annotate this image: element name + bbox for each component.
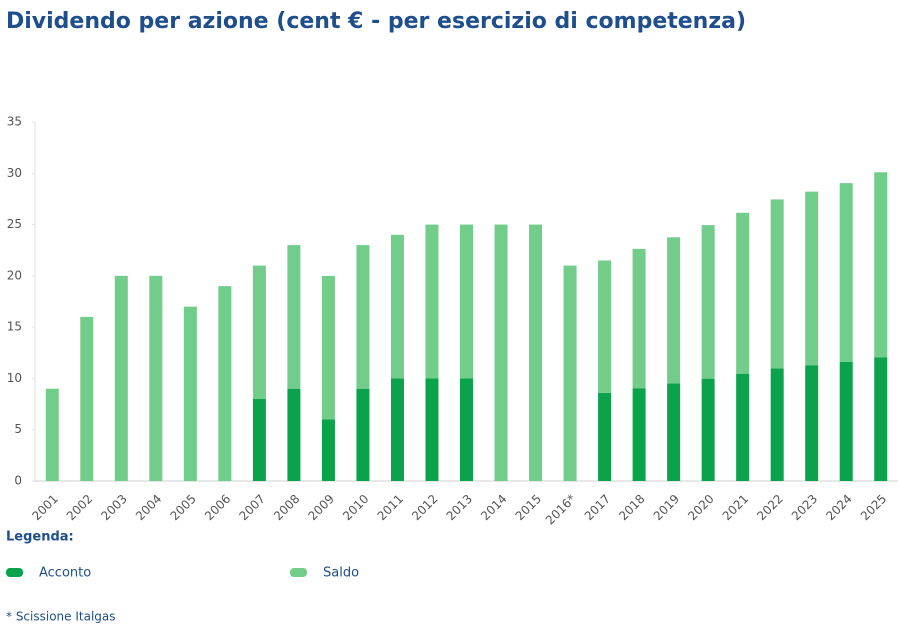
x-tick-label: 2007 xyxy=(236,492,267,523)
bar-segment xyxy=(563,265,577,481)
x-tick-label: 2018 xyxy=(616,492,647,523)
bar-segment xyxy=(252,265,266,399)
bar-segment xyxy=(805,191,819,366)
bar-segment xyxy=(632,248,646,389)
x-tick-label: 2011 xyxy=(375,492,406,523)
bar-segment xyxy=(183,306,197,481)
x-tick-label: 2010 xyxy=(340,492,371,523)
bar-segment xyxy=(839,361,853,481)
bar-segment xyxy=(80,316,94,481)
x-tick-label: 2025 xyxy=(858,492,889,523)
bar-segment xyxy=(252,398,266,481)
bar-segment xyxy=(45,388,59,481)
bar-segment xyxy=(529,224,543,482)
bar-segment xyxy=(667,237,681,384)
bar-segment xyxy=(701,225,715,379)
bar-segment xyxy=(425,378,439,481)
legend-label: Acconto xyxy=(39,566,91,581)
y-tick-label: 15 xyxy=(7,320,22,334)
x-tick-label: 2017 xyxy=(582,492,613,523)
bar-segment xyxy=(321,419,335,481)
x-tick-label: 2012 xyxy=(409,492,440,523)
bar-segment xyxy=(287,245,301,389)
x-tick-label: 2020 xyxy=(685,492,716,523)
x-tick-label: 2009 xyxy=(306,492,337,523)
x-tick-label: 2024 xyxy=(823,492,854,523)
chart-title: Dividendo per azione (cent € - per eserc… xyxy=(6,9,746,34)
legend-label: Saldo xyxy=(323,566,359,581)
y-tick-label: 20 xyxy=(7,268,22,282)
bar-segment xyxy=(701,378,715,481)
bar-segment xyxy=(667,383,681,481)
bar-segment xyxy=(770,199,784,369)
bar-segment xyxy=(736,373,750,481)
y-tick-label: 35 xyxy=(7,115,22,129)
x-tick-label: 2021 xyxy=(720,492,751,523)
x-tick-label: 2006 xyxy=(202,492,233,523)
x-tick-label: 2013 xyxy=(444,492,475,523)
x-tick-label: 2015 xyxy=(513,492,544,523)
bar-segment xyxy=(149,275,163,481)
bar-segment xyxy=(632,388,646,481)
y-tick-label: 30 xyxy=(7,166,22,180)
x-tick-label: 2008 xyxy=(271,492,302,523)
bar-segment xyxy=(114,275,128,481)
bar-segment xyxy=(770,368,784,481)
legend-title: Legenda: xyxy=(6,530,74,545)
x-tick-label: 2001 xyxy=(29,492,60,523)
bar-segment xyxy=(218,286,232,481)
x-tick-label: 2004 xyxy=(133,492,164,523)
bar-segment xyxy=(460,224,473,379)
bar-segment xyxy=(874,172,888,358)
legend-swatch xyxy=(290,568,307,577)
bar-segment xyxy=(598,392,612,481)
y-tick-label: 0 xyxy=(14,474,22,488)
bar-segment xyxy=(736,212,750,374)
bar-segment xyxy=(839,183,853,362)
bar-segment xyxy=(356,245,370,389)
x-tick-label: 2023 xyxy=(789,492,820,523)
x-tick-label: 2005 xyxy=(167,492,198,523)
y-tick-label: 25 xyxy=(7,217,22,231)
bar-segment xyxy=(287,388,301,481)
bar-segment xyxy=(874,357,888,481)
bar-segment xyxy=(494,224,508,482)
x-tick-label: 2002 xyxy=(64,492,95,523)
x-tick-label: 2003 xyxy=(98,492,129,523)
bar-segment xyxy=(425,224,439,379)
x-tick-label: 2022 xyxy=(754,492,785,523)
bar-segment xyxy=(390,234,404,379)
x-tick-label: 2016* xyxy=(543,492,579,528)
bar-segment xyxy=(390,378,404,481)
footnote: * Scissione Italgas xyxy=(6,610,116,624)
y-tick-label: 5 xyxy=(14,422,22,436)
x-tick-label: 2019 xyxy=(651,492,682,523)
bar-segment xyxy=(321,275,335,420)
y-tick-label: 10 xyxy=(7,371,22,385)
legend-swatch xyxy=(6,568,23,577)
bar-segment xyxy=(356,388,370,481)
bar-segment xyxy=(460,378,473,481)
bar-segment xyxy=(598,260,612,393)
x-tick-label: 2014 xyxy=(478,492,509,523)
bar-segment xyxy=(805,365,819,481)
